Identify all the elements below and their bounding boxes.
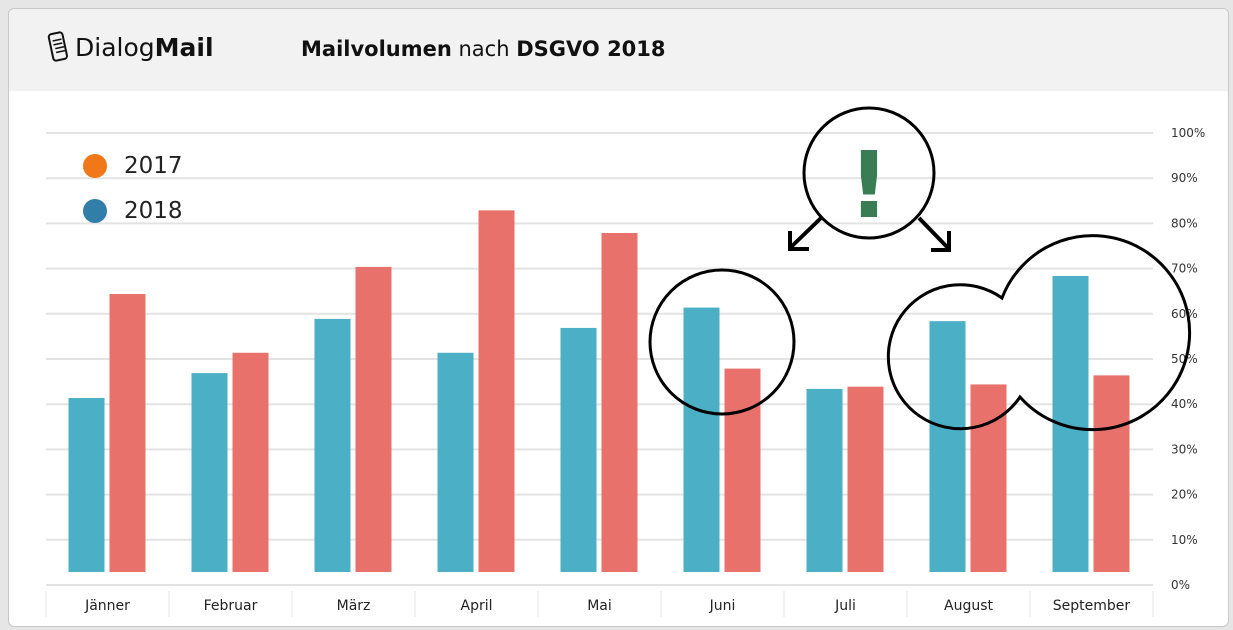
legend-label: 2018 (124, 197, 183, 224)
bar-2017 (232, 352, 269, 572)
exclamation-icon: ! (848, 132, 890, 239)
bar-2018 (191, 373, 228, 572)
legend-swatch (83, 153, 107, 178)
x-tick-label: Jänner (84, 598, 130, 614)
legend-item: 2017 (83, 143, 183, 188)
y-tick-label: 40% (1171, 397, 1198, 411)
annotation-circle (802, 106, 936, 240)
y-tick-label: 30% (1171, 442, 1198, 456)
title-part: Mailvolumen (301, 37, 452, 61)
x-tick-label: September (1053, 598, 1131, 614)
y-tick-label: 20% (1171, 488, 1198, 502)
title-part: DSGVO 2018 (516, 37, 666, 61)
x-tick-label: Juni (709, 598, 736, 614)
bar-2018 (929, 321, 966, 572)
annotation-circle-juni (648, 268, 796, 416)
bar-2018 (68, 397, 105, 572)
bar-chart: 0% 10% 20% 30% 40% 50% 60% 70% 80% 90% 100% Jänner F… (45, 106, 1205, 617)
x-tick-label: Februar (204, 598, 258, 614)
legend: 2017 2018 (83, 143, 183, 233)
bar-2017 (1093, 375, 1130, 572)
legend-label: 2017 (124, 152, 183, 179)
y-tick-label: 50% (1171, 352, 1198, 366)
phone-icon (47, 31, 68, 62)
bar-2017 (970, 384, 1007, 572)
bar-2017 (355, 266, 392, 572)
bar-2018 (314, 318, 351, 572)
annotation-cloud-august-september (886, 234, 1192, 432)
y-tick-label: 80% (1171, 216, 1198, 230)
y-tick-label: 10% (1171, 533, 1198, 547)
x-tick-label: März (337, 598, 371, 614)
logo-light: Dialog (75, 32, 155, 62)
bar-2017 (478, 210, 515, 572)
bar-2017 (724, 368, 761, 572)
y-tick-label: 90% (1171, 171, 1198, 185)
x-tick-label: April (461, 598, 493, 614)
logo: DialogMail (45, 31, 214, 63)
y-tick-label: 0% (1171, 578, 1190, 592)
header: DialogMail Mailvolumen nach DSGVO 2018 (9, 9, 1228, 91)
arrow-left-icon (788, 216, 823, 251)
bar-2018 (437, 352, 474, 572)
bar-2018 (683, 307, 720, 572)
y-tick-label: 100% (1171, 126, 1205, 140)
legend-swatch (83, 198, 107, 223)
bar-2017 (601, 233, 638, 572)
legend-item: 2018 (83, 188, 183, 233)
x-tick-label: Juli (834, 598, 856, 614)
y-tick-label: 70% (1171, 262, 1198, 276)
page-title: Mailvolumen nach DSGVO 2018 (301, 37, 666, 61)
title-part: nach (458, 37, 510, 61)
bar-2018 (560, 327, 597, 572)
bar-2017 (847, 386, 884, 572)
chart-frame: DialogMail Mailvolumen nach DSGVO 2018 0… (8, 8, 1229, 627)
bar-2018 (806, 388, 843, 572)
y-tick-label: 60% (1171, 307, 1198, 321)
logo-bold: Mail (154, 32, 214, 62)
x-tick-label: August (944, 598, 994, 614)
x-tick-label: Mai (587, 598, 612, 614)
bar-2017 (109, 294, 146, 572)
arrow-right-icon (917, 216, 951, 252)
